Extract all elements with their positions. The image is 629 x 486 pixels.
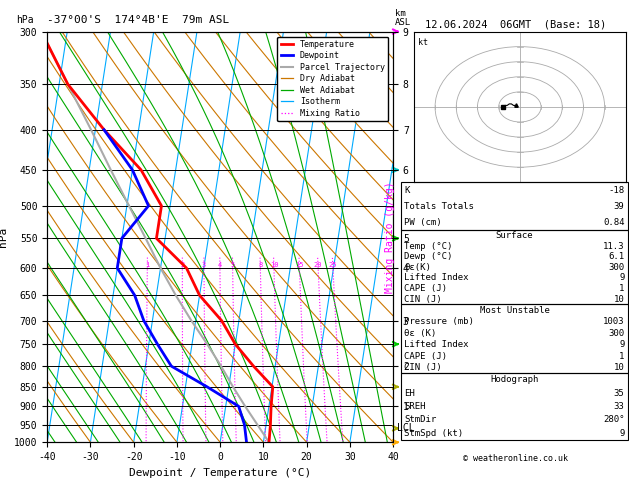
X-axis label: Dewpoint / Temperature (°C): Dewpoint / Temperature (°C) — [129, 468, 311, 478]
Text: 9: 9 — [619, 340, 625, 349]
Text: 300: 300 — [608, 263, 625, 272]
Text: Hodograph: Hodograph — [491, 376, 538, 384]
Text: 35: 35 — [614, 389, 625, 398]
Text: km
ASL: km ASL — [395, 9, 411, 28]
Text: Temp (°C): Temp (°C) — [404, 242, 453, 251]
Text: 3: 3 — [202, 262, 206, 268]
Text: 11.3: 11.3 — [603, 242, 625, 251]
Text: Mixing Ratio (g/kg): Mixing Ratio (g/kg) — [385, 181, 395, 293]
Text: 10: 10 — [614, 295, 625, 304]
Text: 39: 39 — [614, 202, 625, 211]
Text: 8: 8 — [258, 262, 262, 268]
Text: CAPE (J): CAPE (J) — [404, 352, 447, 361]
Text: StmSpd (kt): StmSpd (kt) — [404, 429, 464, 437]
Text: 33: 33 — [614, 402, 625, 411]
Text: SREH: SREH — [404, 402, 426, 411]
Text: 280°: 280° — [603, 415, 625, 424]
Text: Dewp (°C): Dewp (°C) — [404, 252, 453, 261]
Text: Totals Totals: Totals Totals — [404, 202, 474, 211]
Text: LCL: LCL — [398, 423, 415, 434]
Text: 9: 9 — [619, 274, 625, 282]
Text: 10: 10 — [270, 262, 278, 268]
Text: 5: 5 — [230, 262, 235, 268]
Text: 1: 1 — [145, 262, 150, 268]
Text: CIN (J): CIN (J) — [404, 295, 442, 304]
Text: 12.06.2024  06GMT  (Base: 18): 12.06.2024 06GMT (Base: 18) — [425, 19, 606, 29]
Text: StmDir: StmDir — [404, 415, 437, 424]
Text: © weatheronline.co.uk: © weatheronline.co.uk — [463, 454, 567, 464]
Text: 9: 9 — [619, 429, 625, 437]
Text: 20: 20 — [314, 262, 323, 268]
Text: 1003: 1003 — [603, 317, 625, 326]
Text: 25: 25 — [329, 262, 337, 268]
Text: -18: -18 — [608, 186, 625, 195]
Text: -37°00'S  174°4B'E  79m ASL: -37°00'S 174°4B'E 79m ASL — [47, 16, 230, 25]
Text: 2: 2 — [181, 262, 184, 268]
Text: Lifted Index: Lifted Index — [404, 274, 469, 282]
Text: hPa: hPa — [16, 16, 34, 25]
Text: 300: 300 — [608, 329, 625, 338]
Text: kt: kt — [418, 37, 428, 47]
Text: PW (cm): PW (cm) — [404, 218, 442, 227]
Text: θε(K): θε(K) — [404, 263, 431, 272]
Text: Surface: Surface — [496, 231, 533, 240]
Text: 6.1: 6.1 — [608, 252, 625, 261]
Text: 10: 10 — [614, 363, 625, 372]
Text: K: K — [404, 186, 410, 195]
Text: 15: 15 — [295, 262, 304, 268]
Text: θε (K): θε (K) — [404, 329, 437, 338]
Text: 1: 1 — [619, 284, 625, 293]
Legend: Temperature, Dewpoint, Parcel Trajectory, Dry Adiabat, Wet Adiabat, Isotherm, Mi: Temperature, Dewpoint, Parcel Trajectory… — [277, 36, 388, 121]
Text: Lifted Index: Lifted Index — [404, 340, 469, 349]
Text: Pressure (mb): Pressure (mb) — [404, 317, 474, 326]
Y-axis label: hPa: hPa — [0, 227, 8, 247]
Text: CIN (J): CIN (J) — [404, 363, 442, 372]
Text: EH: EH — [404, 389, 415, 398]
Text: 1: 1 — [619, 352, 625, 361]
Text: 0.84: 0.84 — [603, 218, 625, 227]
Text: Most Unstable: Most Unstable — [479, 306, 550, 315]
Text: CAPE (J): CAPE (J) — [404, 284, 447, 293]
Text: 4: 4 — [218, 262, 222, 268]
